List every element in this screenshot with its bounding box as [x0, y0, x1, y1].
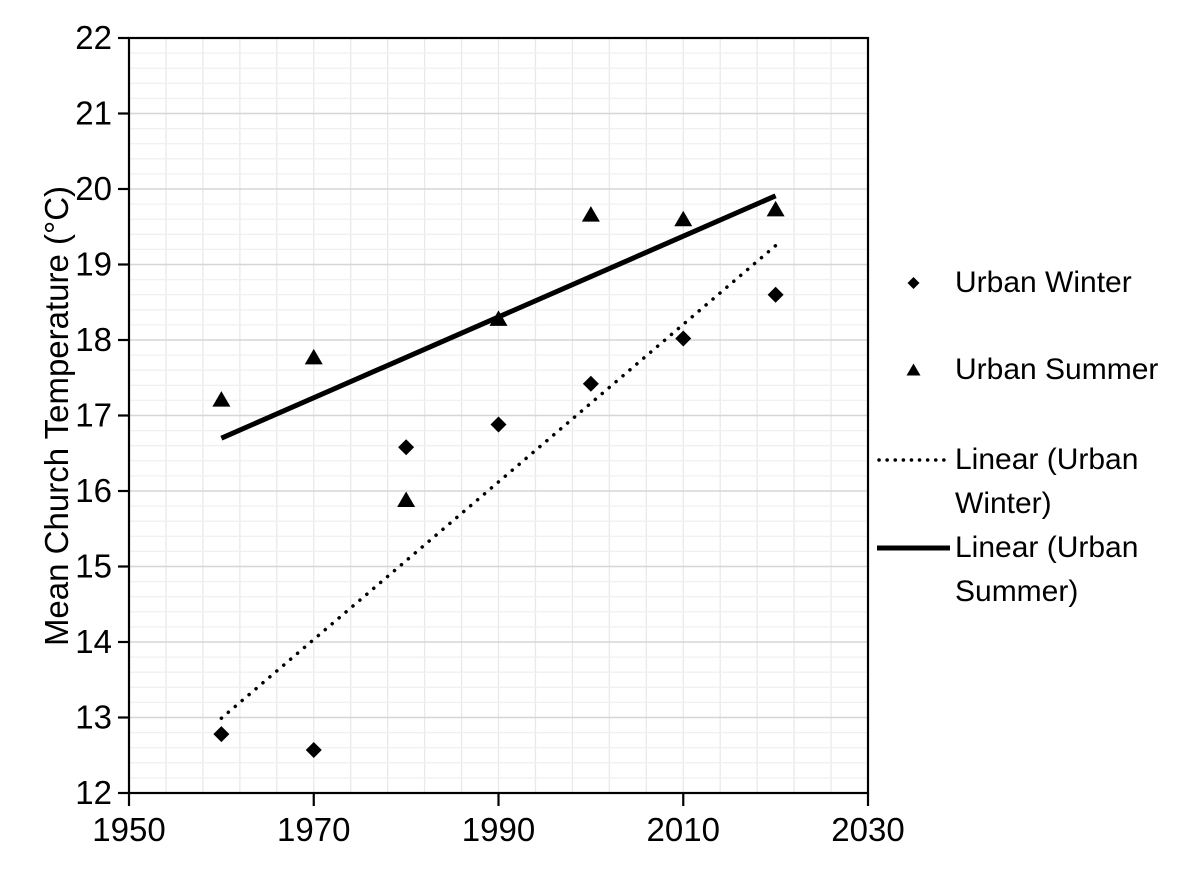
- y-tick-label: 20: [75, 170, 112, 207]
- legend-label: Linear (Urban Summer): [955, 531, 1139, 608]
- series-urban-summer-point: [304, 348, 323, 365]
- y-tick-label: 14: [75, 623, 112, 660]
- series-urban-summer-point: [212, 391, 231, 407]
- x-tick-label: 2010: [647, 811, 720, 848]
- trendline-linear-urban-winter: [219, 243, 778, 721]
- y-tick-label: 15: [75, 548, 112, 585]
- series-urban-winter-point: [582, 375, 599, 392]
- series-urban-winter-point: [490, 416, 507, 433]
- legend-item-linear-urban-winter: Linear (Urban Winter): [877, 438, 1180, 526]
- triangle-marker-icon: [877, 348, 950, 392]
- y-tick-label: 21: [75, 95, 112, 132]
- y-tick-label: 17: [75, 397, 112, 434]
- series-urban-winter-point: [767, 286, 784, 303]
- series-urban-summer-point: [397, 491, 416, 508]
- y-tick-label: 19: [75, 246, 112, 283]
- legend-label: Linear (Urban Winter): [955, 443, 1139, 520]
- series-urban-winter-point: [213, 726, 230, 743]
- series-urban-winter-point: [675, 330, 692, 347]
- dotted-line-icon: [877, 438, 950, 482]
- series-urban-summer-point: [766, 200, 785, 217]
- x-tick-label: 1990: [462, 811, 535, 848]
- y-tick-label: 13: [75, 699, 112, 736]
- y-tick-label: 16: [75, 472, 112, 509]
- x-tick-label: 2030: [831, 811, 904, 848]
- series-urban-winter-point: [305, 741, 322, 758]
- y-axis-title: Mean Church Temperature (°C): [38, 185, 75, 647]
- solid-line-icon: [877, 526, 950, 570]
- series-urban-summer-point: [489, 310, 508, 326]
- series-urban-summer-point: [674, 210, 693, 227]
- diamond-marker-icon: [877, 261, 950, 305]
- x-tick-label: 1950: [92, 811, 165, 848]
- x-tick-label: 1970: [277, 811, 350, 848]
- y-tick-label: 22: [75, 19, 112, 56]
- legend-item-urban-winter: Urban Winter: [877, 261, 1180, 305]
- legend-item-linear-urban-summer: Linear (Urban Summer): [877, 526, 1180, 614]
- series-urban-winter-point: [398, 439, 415, 456]
- y-tick-label: 12: [75, 774, 112, 811]
- legend-label: Urban Summer: [955, 353, 1159, 386]
- legend-label: Urban Winter: [955, 266, 1132, 299]
- y-tick-label: 18: [75, 321, 112, 358]
- series-urban-summer-point: [581, 206, 600, 222]
- legend-item-urban-summer: Urban Summer: [877, 348, 1180, 392]
